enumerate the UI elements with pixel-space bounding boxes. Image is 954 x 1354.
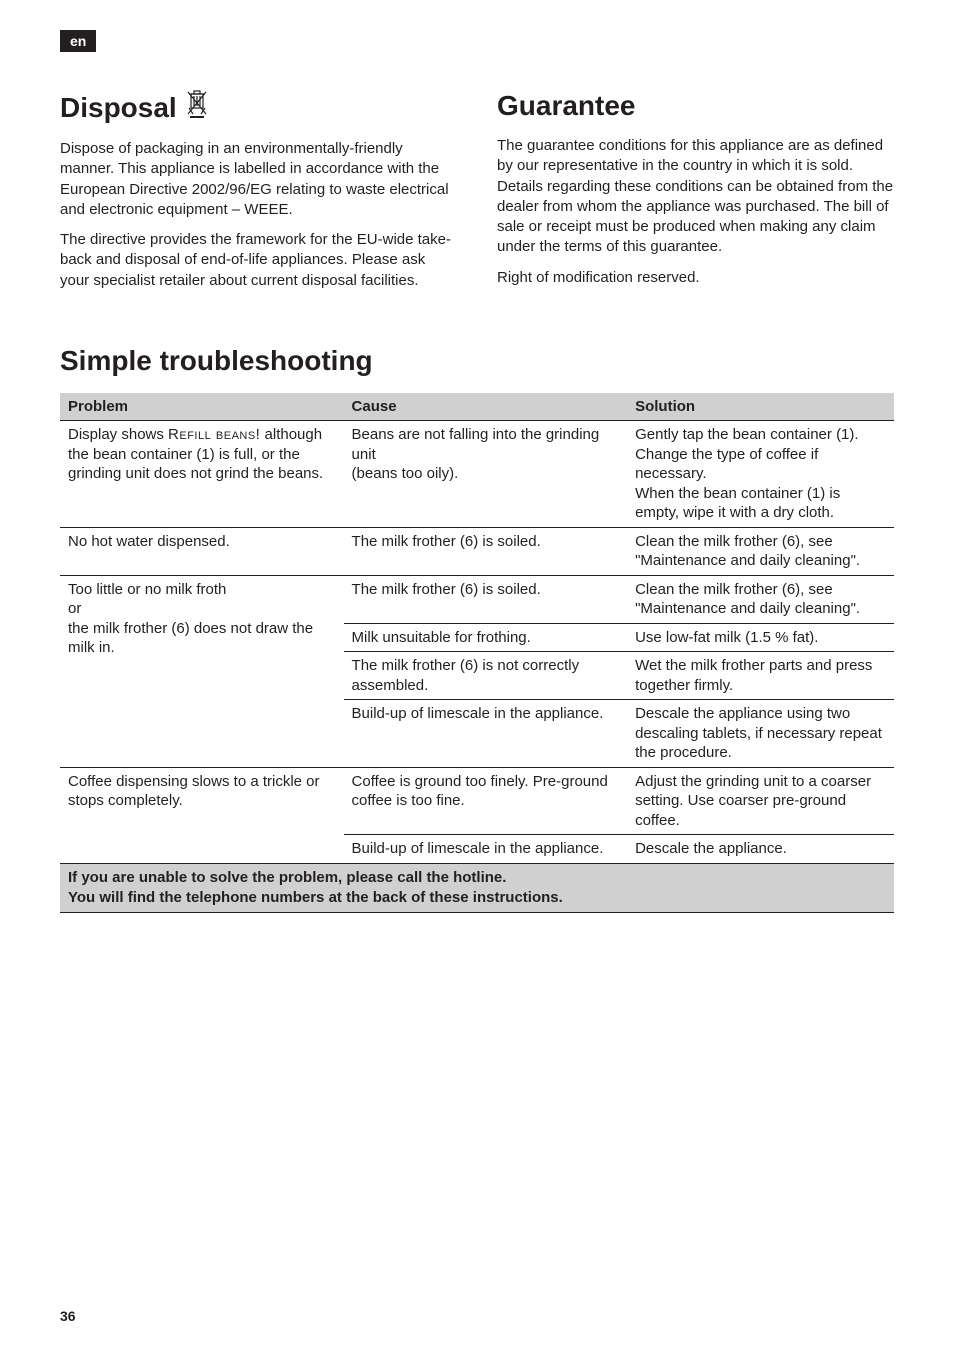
cell-cause: Coffee is ground too finely. Pre-ground … [344, 767, 628, 835]
footer-line-2: You will find the telephone numbers at t… [68, 889, 563, 906]
footer-line-1: If you are unable to solve the problem, … [68, 869, 506, 886]
right-column: Guarantee The guarantee conditions for t… [497, 90, 894, 301]
cell-cause: The milk frother (6) is soiled. [344, 527, 628, 575]
cell-cause: Build-up of limescale in the appliance. [344, 700, 628, 768]
cell-solution: Clean the milk frother (6), see "Mainten… [627, 527, 894, 575]
table-row: Too little or no milk froth or the milk … [60, 575, 894, 623]
table-row: No hot water dispensed. The milk frother… [60, 527, 894, 575]
cell-solution: Descale the appliance using two descalin… [627, 700, 894, 768]
table-row: Display shows Refill beans! although the… [60, 421, 894, 528]
guarantee-paragraph-2: Right of modification reserved. [497, 268, 894, 288]
guarantee-paragraph-1: The guarantee conditions for this applia… [497, 136, 894, 258]
table-footer-note: If you are unable to solve the problem, … [60, 864, 894, 914]
troubleshoot-table: Problem Cause Solution Display shows Ref… [60, 393, 894, 864]
troubleshoot-heading: Simple troubleshooting [60, 345, 894, 377]
disposal-paragraph-1: Dispose of packaging in an environmental… [60, 139, 457, 220]
header-problem: Problem [60, 393, 344, 421]
guarantee-heading: Guarantee [497, 90, 894, 122]
cell-cause: The milk frother (6) is soiled. [344, 575, 628, 623]
header-cause: Cause [344, 393, 628, 421]
cell-solution: Descale the appliance. [627, 835, 894, 864]
language-tab: en [60, 30, 96, 52]
weee-bin-icon [185, 90, 209, 125]
disposal-heading-text: Disposal [60, 92, 177, 124]
header-solution: Solution [627, 393, 894, 421]
cell-solution: Adjust the grinding unit to a coarser se… [627, 767, 894, 835]
guarantee-heading-text: Guarantee [497, 90, 636, 122]
cell-problem: Coffee dispensing slows to a trickle or … [60, 767, 344, 863]
cell-cause: The milk frother (6) is not correctly as… [344, 652, 628, 700]
page: en Disposal [0, 0, 954, 1354]
cell-cause: Beans are not falling into the grinding … [344, 421, 628, 528]
cell-problem: No hot water dispensed. [60, 527, 344, 575]
cell-solution: Wet the milk frother parts and press tog… [627, 652, 894, 700]
cell-problem: Too little or no milk froth or the milk … [60, 575, 344, 767]
page-content: Disposal [60, 40, 894, 913]
disposal-heading: Disposal [60, 90, 457, 125]
cell-solution: Clean the milk frother (6), see "Mainten… [627, 575, 894, 623]
cell-cause: Build-up of limescale in the appliance. [344, 835, 628, 864]
cell-solution: Gently tap the bean container (1). Chang… [627, 421, 894, 528]
problem-text-pre: Display shows [68, 426, 168, 443]
table-header-row: Problem Cause Solution [60, 393, 894, 421]
table-row: Coffee dispensing slows to a trickle or … [60, 767, 894, 835]
page-number: 36 [60, 1308, 76, 1324]
cell-cause: Milk unsuitable for frothing. [344, 623, 628, 652]
cell-solution: Use low-fat milk (1.5 % fat). [627, 623, 894, 652]
refill-beans-label: Refill beans! [168, 426, 260, 443]
left-column: Disposal [60, 90, 457, 301]
disposal-paragraph-2: The directive provides the framework for… [60, 230, 457, 291]
cell-problem: Display shows Refill beans! although the… [60, 421, 344, 528]
two-column-layout: Disposal [60, 90, 894, 301]
